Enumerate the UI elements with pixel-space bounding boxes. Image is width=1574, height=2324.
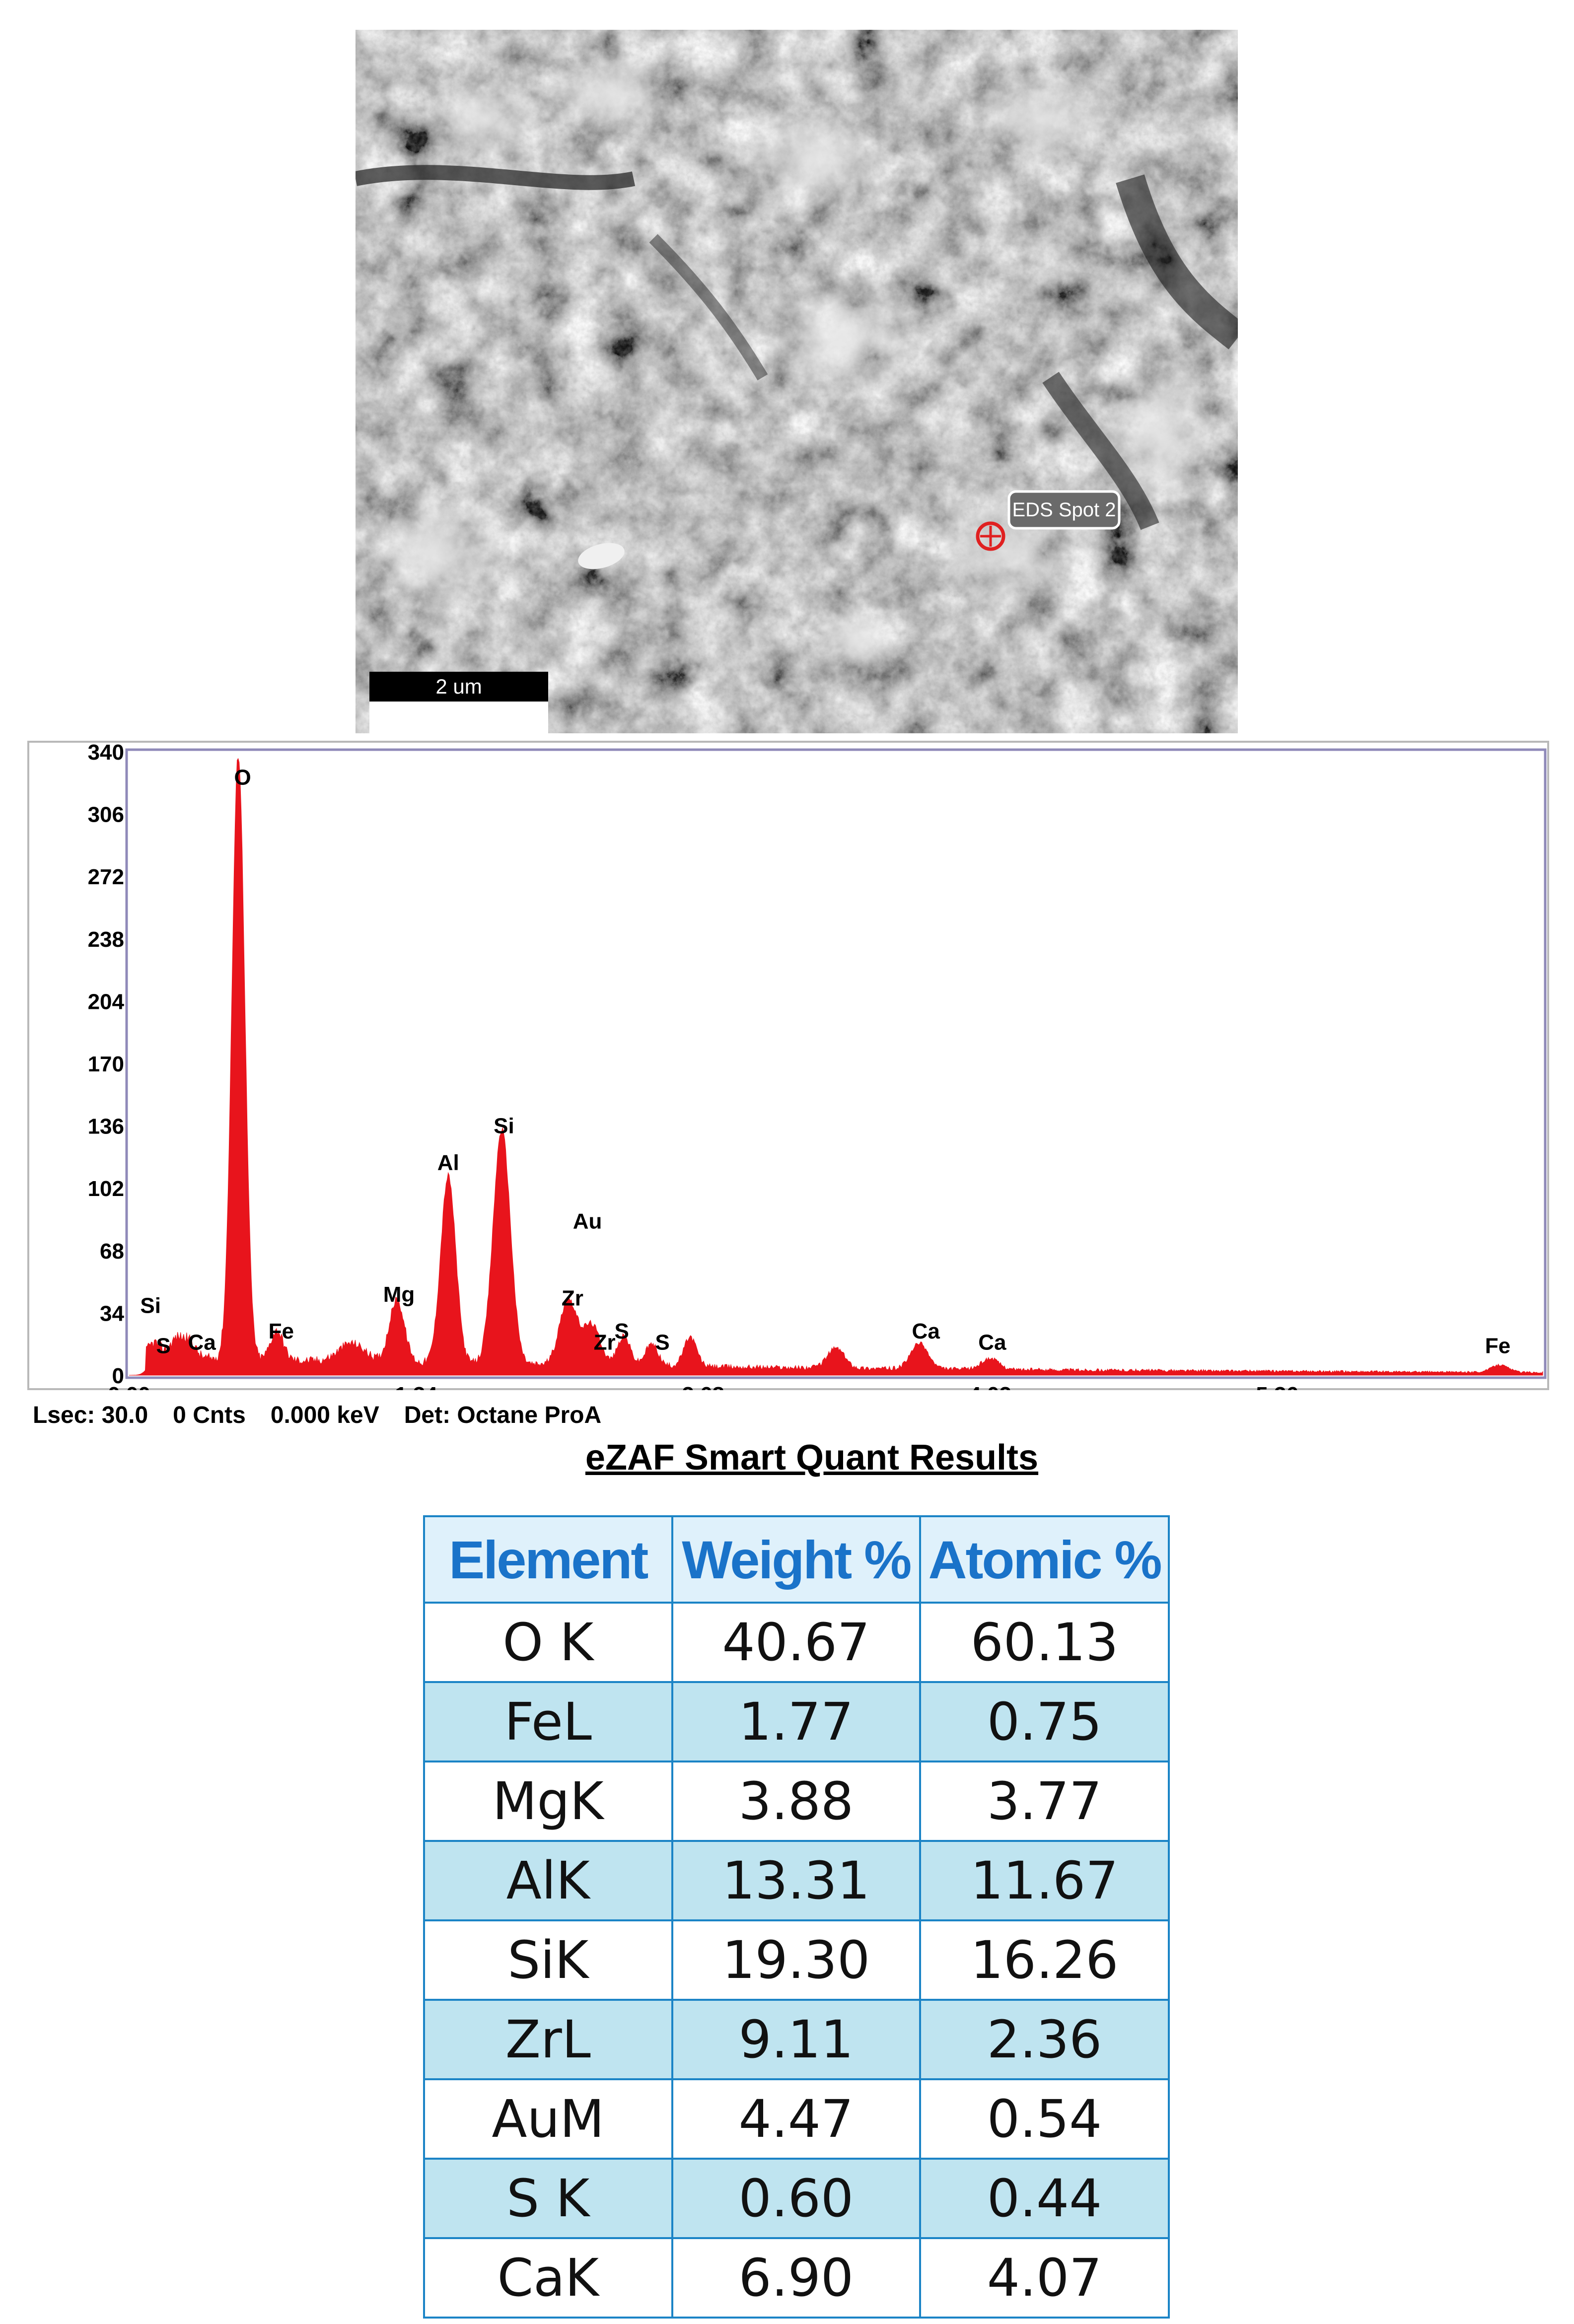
header-element: Element [423, 1515, 673, 1604]
peak-label: S [156, 1334, 170, 1358]
peak-label: Au [573, 1209, 602, 1233]
element-cell: CaK [423, 2237, 673, 2319]
table-row: FeL 1.77 0.75 [423, 1681, 1170, 1762]
peak-label: Si [140, 1293, 161, 1318]
element-cell: S K [423, 2158, 673, 2239]
element-cell: AuM [423, 2078, 673, 2160]
peak-label: Fe [1485, 1334, 1510, 1358]
y-tick-label: 238 [88, 927, 124, 952]
eds-spot-marker[interactable] [976, 521, 1005, 551]
atomic-cell: 3.77 [919, 1761, 1170, 1842]
atomic-cell: 60.13 [919, 1602, 1170, 1683]
counts-readout: 0 Cnts [173, 1402, 246, 1428]
element-cell: ZrL [423, 1999, 673, 2080]
x-tick-label: 1.34 [395, 1383, 437, 1390]
detector-readout: Det: Octane ProA [404, 1402, 602, 1428]
table-header-row: Element Weight % Atomic % [423, 1515, 1170, 1604]
atomic-cell: 2.36 [919, 1999, 1170, 2080]
spectrum-svg: 0 34 68 102 136 170 204 238 272 306 340 0.00 0.67 1.… [27, 740, 1549, 1411]
y-tick-label: 272 [88, 865, 124, 889]
y-tick-label: 340 [88, 741, 124, 765]
y-tick-label: 102 [88, 1177, 124, 1201]
weight-cell: 4.47 [671, 2078, 921, 2160]
weight-cell: 0.60 [671, 2158, 921, 2239]
atomic-cell: 11.67 [919, 1840, 1170, 1921]
x-tick-label: 6.03 [1399, 1387, 1442, 1390]
quant-results-table: Element Weight % Atomic % O K 40.67 60.1… [423, 1515, 1170, 2319]
peak-label: Al [437, 1150, 459, 1175]
x-tick-label: 4.02 [969, 1383, 1011, 1390]
peak-label: Zr [562, 1286, 583, 1311]
energy-readout: 0.000 keV [270, 1402, 379, 1428]
weight-cell: 13.31 [671, 1840, 921, 1921]
eds-spot-label: EDS Spot 2 [1012, 499, 1116, 521]
eds-spot-label-box: EDS Spot 2 [1007, 490, 1121, 530]
peak-label: Ca [978, 1330, 1006, 1354]
y-tick-label: 306 [88, 803, 124, 827]
weight-cell: 19.30 [671, 1919, 921, 2001]
table-row: CaK 6.90 4.07 [423, 2237, 1170, 2319]
scale-bar-label: 2 um [435, 675, 482, 698]
x-tick-label: 3.35 [825, 1387, 868, 1390]
y-tick-label: 204 [88, 989, 125, 1014]
header-atomic: Atomic % [919, 1515, 1170, 1604]
sem-image: EDS Spot 2 2 um [356, 30, 1238, 733]
element-cell: AlK [423, 1840, 673, 1921]
weight-cell: 40.67 [671, 1602, 921, 1683]
atomic-cell: 0.75 [919, 1681, 1170, 1762]
y-tick-label: 34 [100, 1301, 124, 1326]
element-cell: FeL [423, 1681, 673, 1762]
x-tick-label: 0.67 [251, 1387, 294, 1390]
eds-spectrum-chart: 0 34 68 102 136 170 204 238 272 306 340 0.00 0.67 1.… [27, 740, 1549, 1411]
weight-cell: 9.11 [671, 1999, 921, 2080]
scale-bar: 2 um [369, 672, 548, 733]
peak-label: Si [494, 1114, 514, 1138]
lsec-readout: Lsec: 30.0 [33, 1402, 148, 1428]
element-cell: O K [423, 1602, 673, 1683]
atomic-cell: 16.26 [919, 1919, 1170, 2001]
status-bar: Lsec: 30.0 0 Cnts 0.000 keV Det: Octane … [33, 1400, 601, 1430]
x-tick-label: 0.00 [108, 1383, 150, 1390]
plot-frame [125, 748, 1547, 1379]
peak-label: S [614, 1319, 629, 1343]
weight-cell: 6.90 [671, 2237, 921, 2319]
table-row: O K 40.67 60.13 [423, 1602, 1170, 1683]
table-row: MgK 3.88 3.77 [423, 1761, 1170, 1842]
y-tick-label: 68 [100, 1239, 124, 1264]
x-tick-label: 2.01 [538, 1387, 581, 1390]
table-row: S K 0.60 0.44 [423, 2158, 1170, 2239]
x-tick-label: 5.36 [1256, 1383, 1298, 1390]
peak-label: S [655, 1330, 669, 1354]
sem-micrograph: EDS Spot 2 2 um [356, 30, 1238, 733]
peak-label: O [234, 765, 251, 789]
atomic-cell: 4.07 [919, 2237, 1170, 2319]
peak-label: Ca [188, 1330, 216, 1354]
x-tick-label: 2.68 [682, 1383, 724, 1390]
peak-label: Ca [912, 1319, 940, 1343]
peak-label: Mg [383, 1282, 415, 1307]
peak-label: Zr [594, 1330, 616, 1354]
weight-cell: 1.77 [671, 1681, 921, 1762]
table-row: AlK 13.31 11.67 [423, 1840, 1170, 1921]
chart-border [27, 741, 1549, 1390]
y-axis-ticks: 0 34 68 102 136 170 204 238 272 306 340 [88, 740, 125, 1388]
table-row: AuM 4.47 0.54 [423, 2078, 1170, 2160]
y-tick-label: 170 [88, 1052, 124, 1076]
table-row: ZrL 9.11 2.36 [423, 1999, 1170, 2080]
weight-cell: 3.88 [671, 1761, 921, 1842]
quant-results-title: eZAF Smart Quant Results [585, 1438, 1039, 1478]
element-cell: SiK [423, 1919, 673, 2001]
atomic-cell: 0.54 [919, 2078, 1170, 2160]
y-tick-label: 0 [112, 1364, 124, 1388]
atomic-cell: 0.44 [919, 2158, 1170, 2239]
header-weight: Weight % [671, 1515, 921, 1604]
element-cell: MgK [423, 1761, 673, 1842]
table-row: SiK 19.30 16.26 [423, 1919, 1170, 2001]
x-tick-label: 4.69 [1112, 1387, 1155, 1390]
spectrum-area [129, 758, 1543, 1376]
peak-label: Fe [269, 1319, 294, 1343]
y-tick-label: 136 [88, 1115, 124, 1139]
